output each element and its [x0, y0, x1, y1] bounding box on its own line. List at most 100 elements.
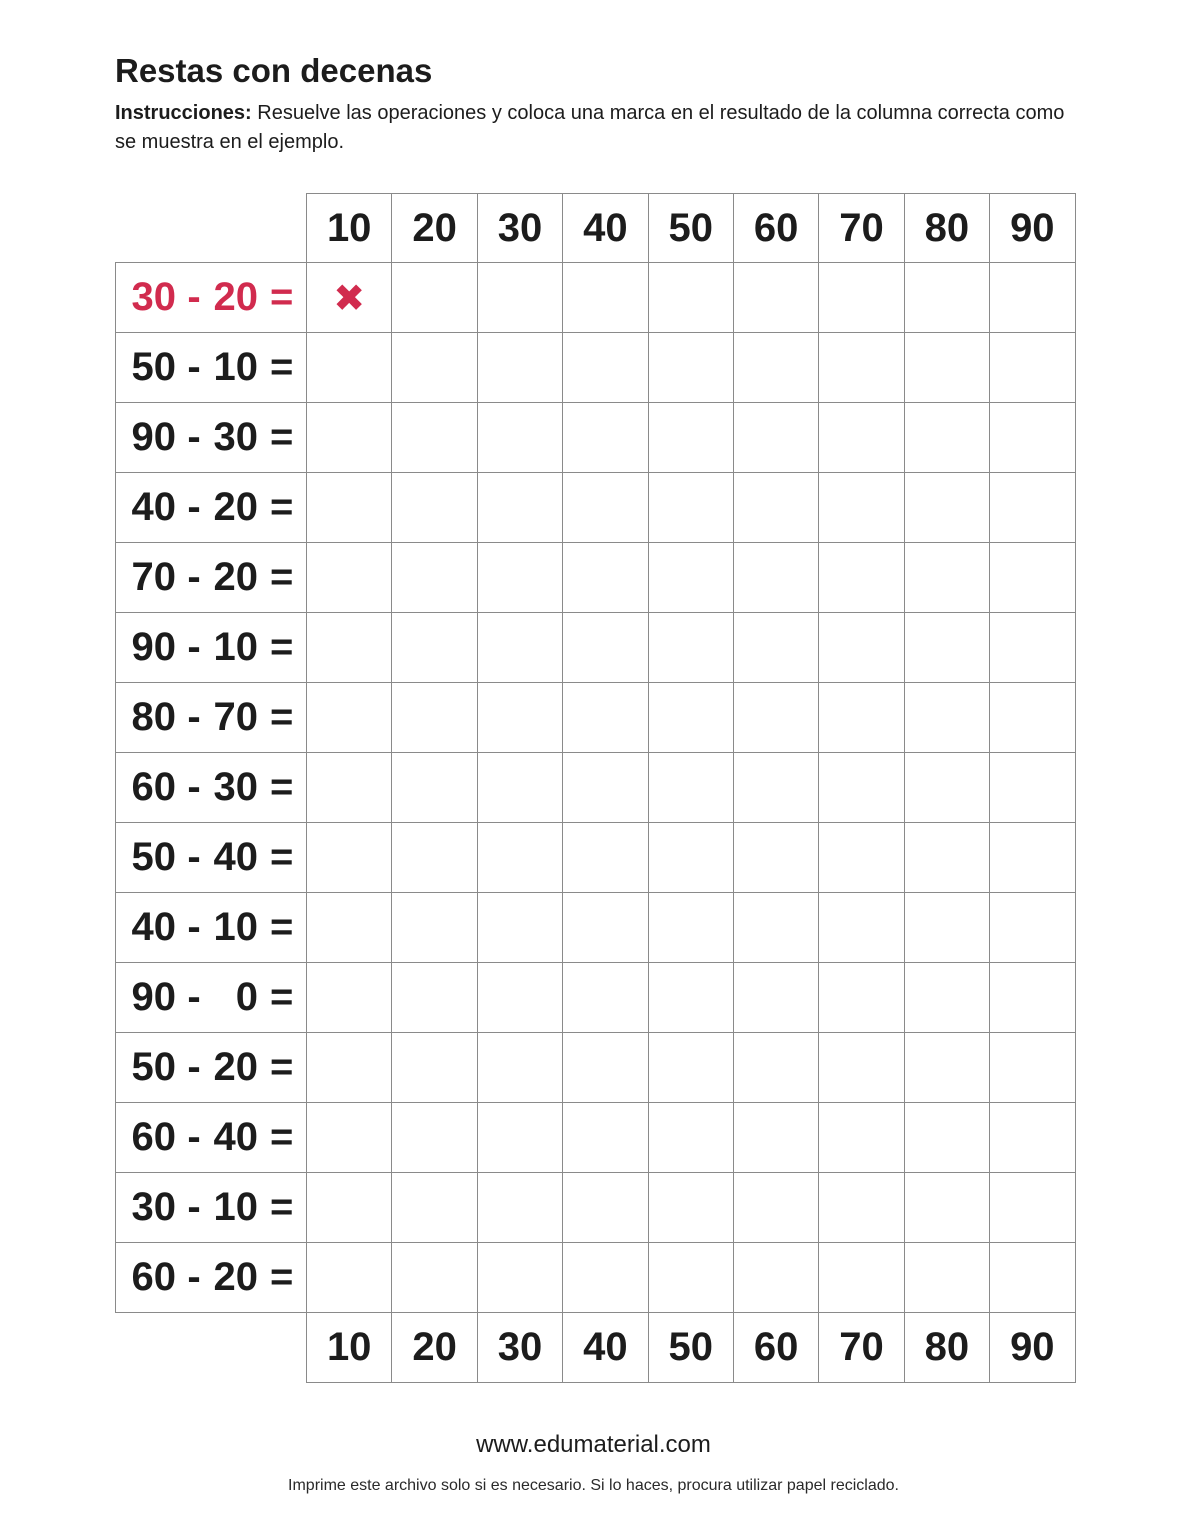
answer-cell[interactable]	[391, 892, 478, 963]
answer-cell[interactable]	[818, 1102, 905, 1173]
answer-cell[interactable]	[391, 752, 478, 823]
answer-cell[interactable]	[391, 822, 478, 893]
answer-cell[interactable]	[732, 1242, 820, 1313]
answer-cell[interactable]	[476, 1242, 564, 1313]
answer-cell[interactable]	[903, 1242, 991, 1313]
answer-cell[interactable]	[305, 962, 393, 1033]
answer-cell[interactable]	[476, 1032, 564, 1103]
answer-cell[interactable]	[562, 1032, 649, 1103]
answer-cell[interactable]	[989, 752, 1076, 823]
answer-cell[interactable]	[476, 822, 564, 893]
answer-cell[interactable]	[647, 542, 734, 613]
answer-cell[interactable]	[562, 822, 649, 893]
answer-cell[interactable]	[647, 752, 734, 823]
answer-cell[interactable]	[903, 682, 991, 753]
answer-cell[interactable]	[305, 682, 393, 753]
answer-cell[interactable]	[818, 262, 905, 333]
answer-cell[interactable]	[647, 1102, 734, 1173]
answer-cell[interactable]	[562, 1102, 649, 1173]
answer-cell[interactable]	[903, 1102, 991, 1173]
answer-cell[interactable]	[476, 1172, 564, 1243]
answer-cell[interactable]	[562, 472, 649, 543]
answer-cell[interactable]	[989, 822, 1076, 893]
answer-cell[interactable]	[903, 892, 991, 963]
answer-cell[interactable]	[732, 682, 820, 753]
answer-cell[interactable]	[647, 612, 734, 683]
answer-cell[interactable]	[732, 612, 820, 683]
answer-cell[interactable]	[562, 1242, 649, 1313]
answer-cell[interactable]	[305, 332, 393, 403]
answer-cell[interactable]	[818, 892, 905, 963]
answer-cell[interactable]	[391, 1242, 478, 1313]
answer-cell[interactable]	[732, 332, 820, 403]
answer-cell[interactable]	[647, 1242, 734, 1313]
answer-cell[interactable]	[562, 682, 649, 753]
answer-cell[interactable]	[989, 472, 1076, 543]
answer-cell[interactable]	[476, 962, 564, 1033]
answer-cell[interactable]	[647, 402, 734, 473]
answer-cell[interactable]	[647, 822, 734, 893]
answer-cell[interactable]	[989, 542, 1076, 613]
answer-cell[interactable]	[732, 1172, 820, 1243]
answer-cell[interactable]	[305, 1172, 393, 1243]
answer-cell[interactable]	[818, 1242, 905, 1313]
answer-cell[interactable]	[818, 612, 905, 683]
answer-cell[interactable]	[818, 542, 905, 613]
answer-cell[interactable]	[391, 1032, 478, 1103]
answer-cell[interactable]	[391, 682, 478, 753]
answer-cell[interactable]	[391, 1102, 478, 1173]
answer-cell[interactable]	[476, 262, 564, 333]
answer-cell[interactable]	[476, 472, 564, 543]
answer-cell[interactable]	[818, 682, 905, 753]
answer-cell[interactable]	[818, 332, 905, 403]
answer-cell[interactable]	[818, 962, 905, 1033]
answer-cell[interactable]	[732, 402, 820, 473]
answer-cell[interactable]	[647, 262, 734, 333]
answer-cell[interactable]	[903, 332, 991, 403]
answer-cell[interactable]	[391, 612, 478, 683]
answer-cell[interactable]	[305, 472, 393, 543]
answer-cell[interactable]	[476, 1102, 564, 1173]
answer-cell[interactable]	[989, 402, 1076, 473]
answer-cell[interactable]	[391, 262, 478, 333]
answer-cell[interactable]	[903, 1032, 991, 1103]
answer-cell[interactable]	[989, 962, 1076, 1033]
answer-cell[interactable]	[562, 1172, 649, 1243]
answer-cell[interactable]	[476, 752, 564, 823]
answer-cell[interactable]	[476, 682, 564, 753]
answer-cell[interactable]	[391, 962, 478, 1033]
answer-cell[interactable]	[903, 612, 991, 683]
answer-cell[interactable]	[562, 612, 649, 683]
answer-cell[interactable]	[562, 332, 649, 403]
answer-cell[interactable]	[732, 892, 820, 963]
answer-cell[interactable]	[903, 472, 991, 543]
answer-cell[interactable]	[989, 1102, 1076, 1173]
answer-cell[interactable]	[647, 962, 734, 1033]
answer-cell[interactable]	[391, 332, 478, 403]
answer-cell[interactable]	[305, 752, 393, 823]
answer-cell[interactable]	[476, 332, 564, 403]
answer-cell[interactable]	[903, 1172, 991, 1243]
answer-cell[interactable]	[305, 1102, 393, 1173]
answer-cell[interactable]	[903, 542, 991, 613]
answer-cell[interactable]	[391, 1172, 478, 1243]
answer-cell[interactable]	[476, 612, 564, 683]
answer-cell[interactable]	[732, 822, 820, 893]
answer-cell[interactable]	[305, 892, 393, 963]
answer-cell[interactable]	[732, 1102, 820, 1173]
answer-cell[interactable]	[989, 332, 1076, 403]
answer-cell[interactable]	[989, 682, 1076, 753]
answer-cell[interactable]	[647, 892, 734, 963]
answer-cell[interactable]	[903, 402, 991, 473]
answer-cell[interactable]	[903, 822, 991, 893]
answer-cell[interactable]	[732, 752, 820, 823]
answer-cell[interactable]	[305, 1032, 393, 1103]
answer-cell[interactable]	[818, 1032, 905, 1103]
answer-cell[interactable]	[732, 472, 820, 543]
answer-cell[interactable]	[989, 1172, 1076, 1243]
answer-cell[interactable]	[305, 402, 393, 473]
answer-cell[interactable]	[305, 612, 393, 683]
answer-cell[interactable]	[903, 962, 991, 1033]
answer-cell[interactable]	[305, 1242, 393, 1313]
answer-cell[interactable]	[818, 822, 905, 893]
